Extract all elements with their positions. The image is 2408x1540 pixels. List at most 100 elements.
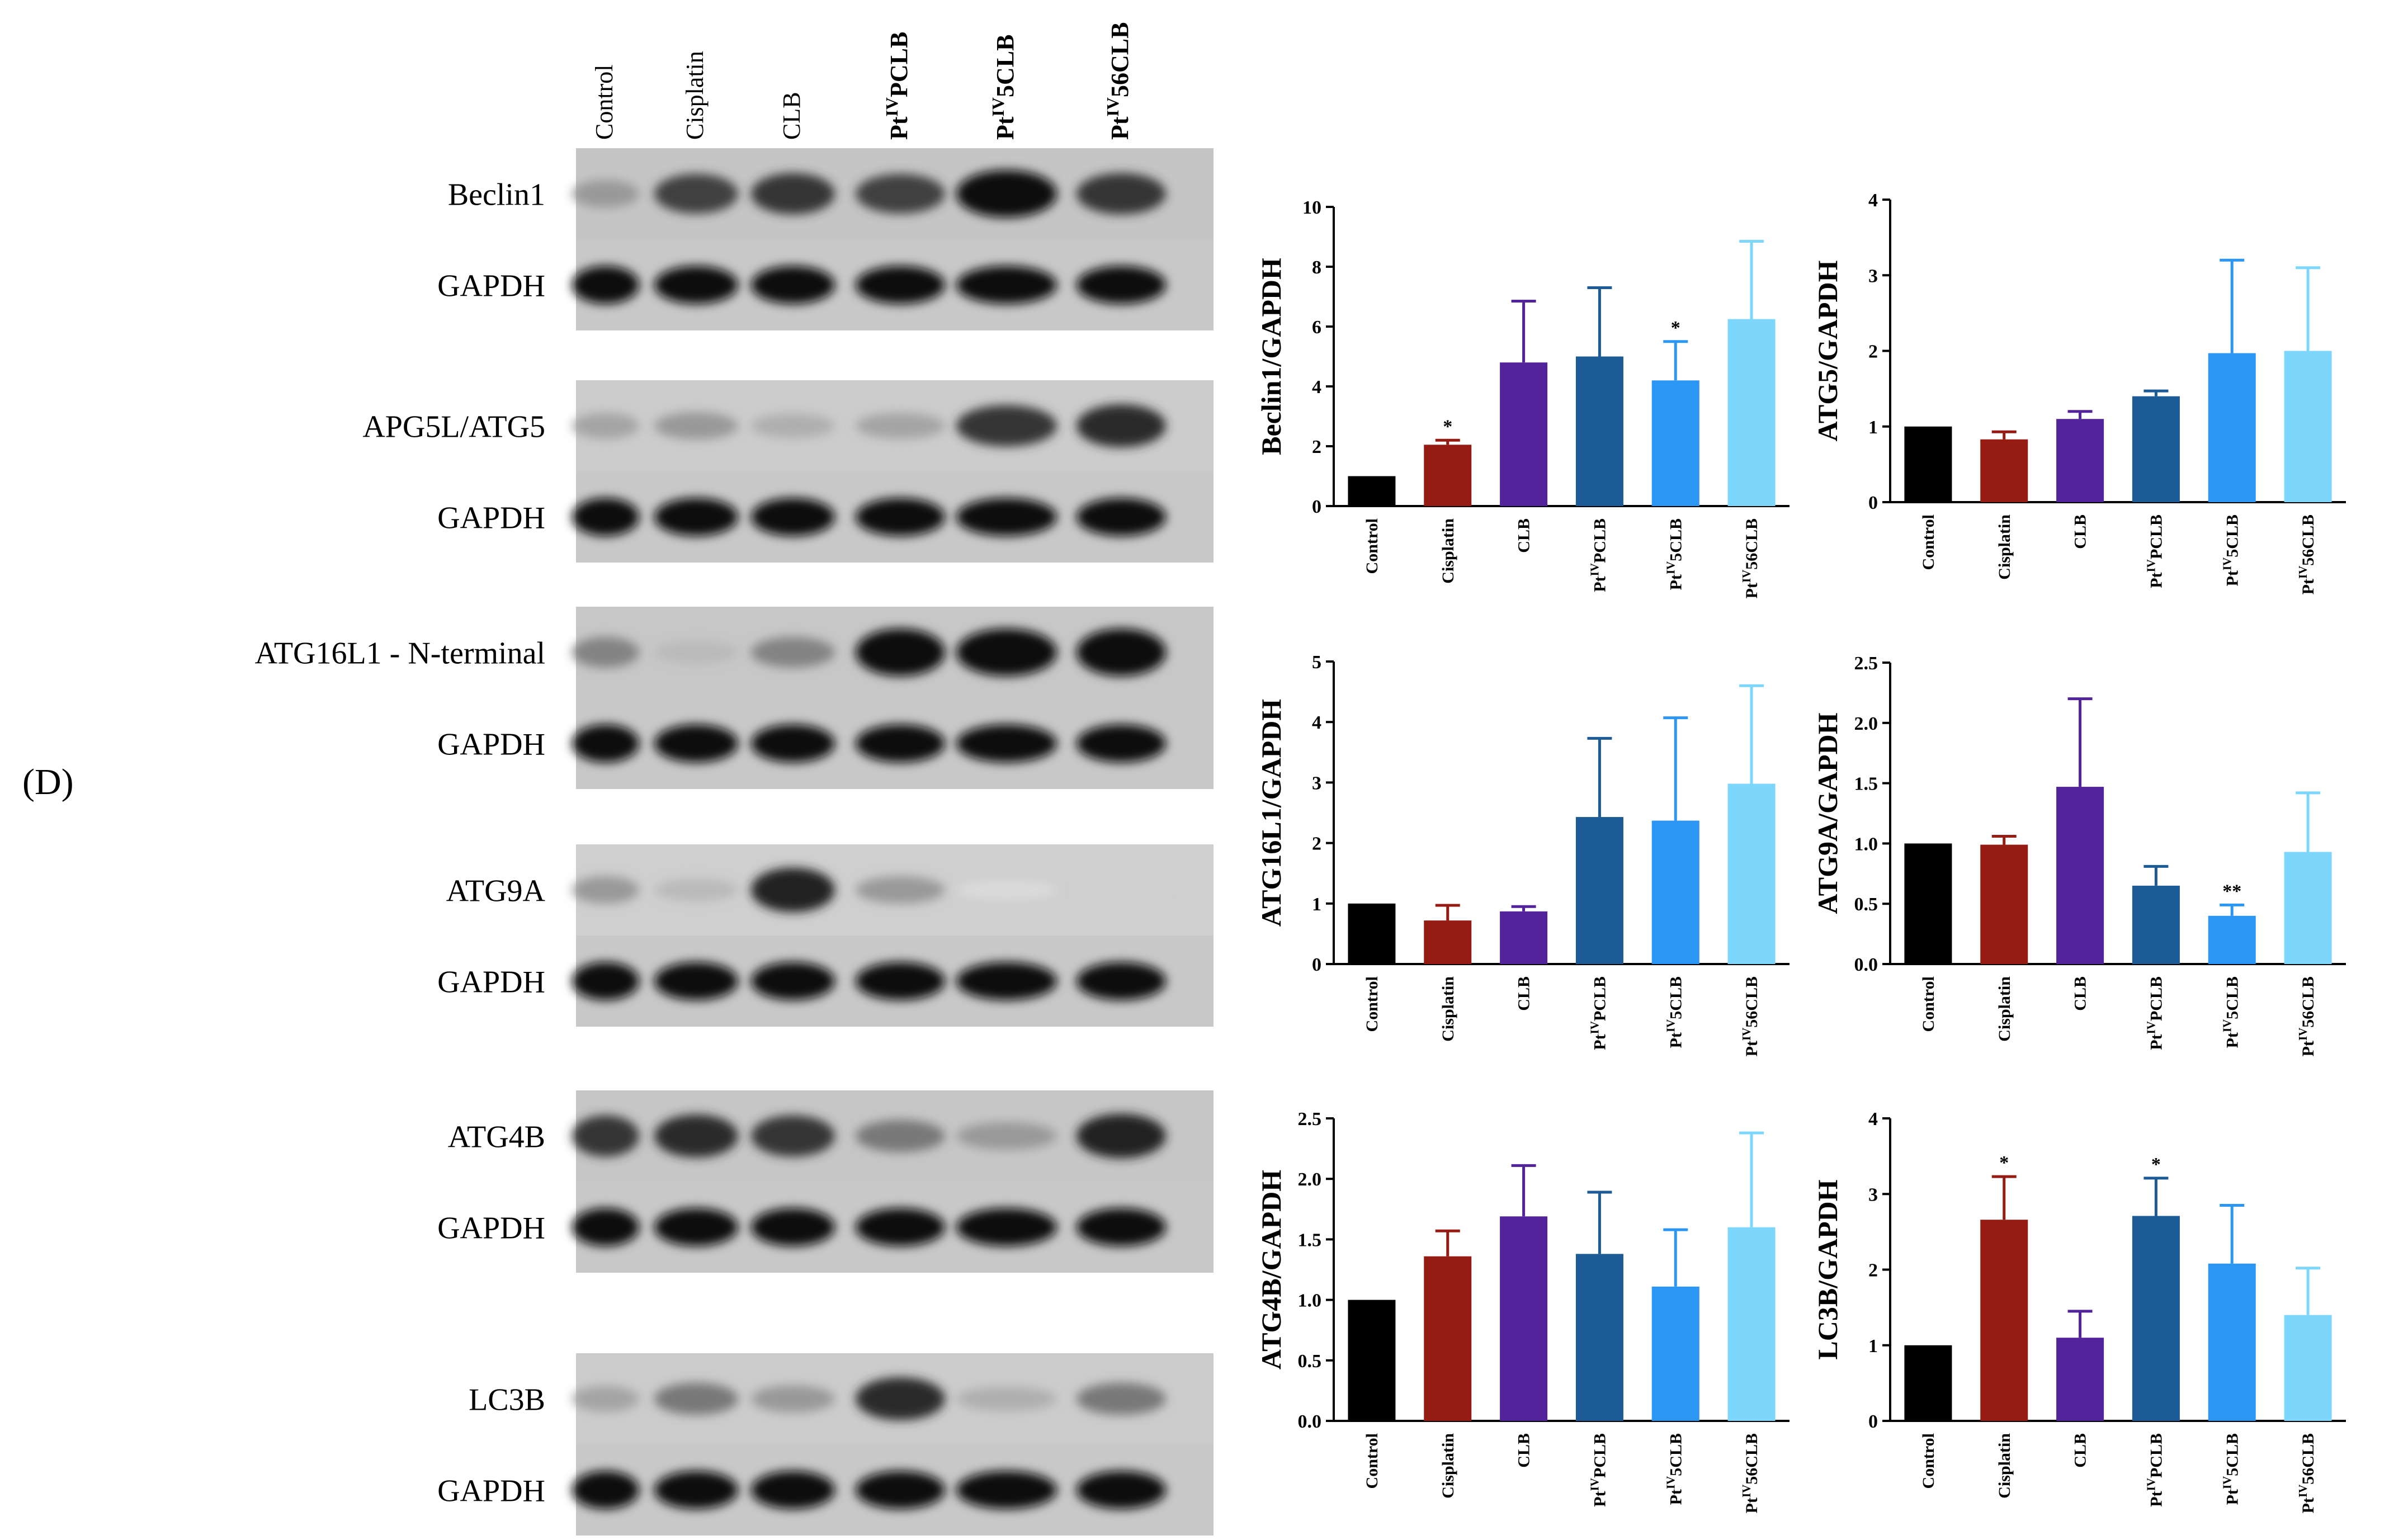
x-tick-label: PtIV56CLB: [1740, 518, 1761, 598]
chart-atg4b-gapdh: 0.0 0.5 1.0 1.5 2.0 2.5 ATG4B/GAPDH Control Cisp…: [1255, 1109, 1790, 1513]
y-tick-label: 4: [1312, 377, 1321, 398]
bar-ptiv5clb: [1651, 820, 1699, 964]
y-axis-label: ATG5/GAPDH: [1812, 260, 1843, 441]
protein-label: LC3B: [469, 1383, 545, 1418]
y-tick-label: 10: [1302, 197, 1321, 218]
protein-band: [572, 1115, 639, 1157]
x-tick-label: Cisplatin: [1439, 976, 1457, 1042]
gapdh-band: [572, 498, 639, 536]
protein-label: ATG16L1 - N-terminal: [255, 636, 545, 671]
gapdh-band: [572, 1208, 639, 1246]
gapdh-band: [751, 962, 835, 1000]
x-tick-label: CLB: [1515, 976, 1533, 1011]
bar-cisplatin: [1980, 439, 2028, 502]
gapdh-band: [751, 498, 835, 536]
chart-lc3b-gapdh: 0 1 2 3 4 LC3B/GAPDH Control * Cisplatin CLB * PtIV…: [1812, 1109, 2346, 1513]
blot-atg16l1-n-terminal: ATG16L1 - N-terminal GAPDH: [255, 607, 1214, 789]
gapdh-band: [751, 724, 835, 763]
blot-atg4b: ATG4B GAPDH: [437, 1090, 1214, 1273]
x-tick-label: CLB: [2071, 514, 2090, 549]
bar-clb: [1500, 1216, 1548, 1421]
chart-beclin1-gapdh: 0 2 4 6 8 10 Beclin1/GAPDH Control * Cisplatin CLB…: [1255, 197, 1790, 598]
bar-ptiv5clb: [1651, 380, 1699, 506]
bar-control: [1904, 843, 1952, 964]
chart-atg9a-gapdh: 0.0 0.5 1.0 1.5 2.0 2.5 ATG9A/GAPDH Control Cisp…: [1812, 653, 2346, 1056]
y-tick-label: 1: [1312, 894, 1321, 915]
y-tick-label: 5: [1312, 652, 1321, 673]
lane-label-cisplatin: Cisplatin: [681, 51, 709, 140]
bar-clb: [2056, 419, 2104, 502]
gapdh-band: [956, 266, 1057, 304]
panel-label: (D): [22, 762, 74, 802]
loading-label: GAPDH: [437, 1211, 545, 1246]
protein-band: [1076, 629, 1166, 676]
bar-cisplatin: [1424, 445, 1472, 506]
protein-label: Beclin1: [448, 178, 545, 212]
lane-label-ptiv5clb: PtIV5CLB: [988, 35, 1019, 140]
bar-ptivpclb: [2132, 1216, 2180, 1421]
bar-ptivpclb: [1575, 1254, 1623, 1421]
bar-ptiv5clb: [2208, 1263, 2256, 1421]
protein-band: [856, 1119, 945, 1152]
x-tick-label: Control: [1363, 976, 1381, 1032]
bar-cisplatin: [1424, 920, 1472, 964]
protein-label: ATG9A: [446, 874, 546, 909]
y-tick-label: 2.5: [1298, 1109, 1322, 1130]
y-tick-label: 0: [1868, 493, 1878, 513]
protein-band: [856, 1377, 945, 1420]
bar-control: [1904, 426, 1952, 502]
y-tick-label: 2: [1312, 437, 1321, 457]
bar-control: [1348, 1300, 1396, 1421]
x-tick-label: PtIVPCLB: [1588, 1433, 1609, 1507]
gapdh-band: [956, 724, 1057, 763]
bar-clb: [1500, 911, 1548, 964]
bar-ptiv56clb: [2284, 351, 2332, 502]
x-tick-label: Cisplatin: [1995, 514, 2014, 580]
gapdh-band: [751, 1471, 835, 1509]
gapdh-band: [654, 1208, 738, 1246]
y-tick-label: 1: [1868, 417, 1878, 438]
x-tick-label: Control: [1919, 976, 1938, 1032]
gapdh-band: [654, 724, 738, 763]
protein-band: [654, 641, 738, 664]
y-axis-label: ATG4B/GAPDH: [1255, 1170, 1287, 1370]
x-tick-label: PtIV5CLB: [1664, 1433, 1685, 1505]
gapdh-band: [856, 498, 945, 536]
y-tick-label: 1.0: [1298, 1291, 1322, 1311]
y-tick-label: 2.0: [1854, 714, 1878, 734]
protein-band: [751, 173, 835, 215]
significance-marker: **: [2222, 881, 2241, 901]
protein-band: [654, 1382, 738, 1415]
bar-ptivpclb: [2132, 885, 2180, 964]
gapdh-band: [1076, 1471, 1166, 1509]
y-tick-label: 1: [1868, 1336, 1878, 1357]
gapdh-band: [572, 1471, 639, 1509]
significance-marker: *: [1999, 1152, 2009, 1173]
y-tick-label: 0.5: [1854, 894, 1878, 915]
y-tick-label: 0.5: [1298, 1351, 1322, 1372]
loading-label: GAPDH: [437, 728, 545, 762]
protein-band: [956, 405, 1057, 447]
y-tick-label: 3: [1868, 1184, 1878, 1205]
bar-ptivpclb: [2132, 396, 2180, 502]
gapdh-band: [856, 266, 945, 304]
gapdh-band: [654, 498, 738, 536]
lane-label-ptiv56clb: PtIV56CLB: [1103, 22, 1134, 140]
protein-band: [572, 1386, 639, 1412]
gapdh-band: [1076, 266, 1166, 304]
protein-band: [751, 413, 835, 438]
gapdh-band: [1076, 1208, 1166, 1246]
x-tick-label: Cisplatin: [1439, 1433, 1457, 1499]
bar-cisplatin: [1980, 1220, 2028, 1421]
y-axis-label: ATG16L1/GAPDH: [1255, 699, 1287, 927]
y-tick-label: 4: [1868, 1109, 1878, 1130]
blot-atg9a: ATG9A GAPDH: [437, 844, 1214, 1027]
protein-band: [572, 413, 639, 439]
x-tick-label: CLB: [2071, 976, 2090, 1011]
significance-marker: *: [1443, 416, 1452, 437]
gapdh-band: [654, 962, 738, 1000]
lane-labels: Control Cisplatin CLB PtIVPCLB PtIV5CLB PtIV5…: [591, 22, 1134, 140]
bar-ptiv56clb: [1727, 319, 1776, 506]
x-tick-label: PtIV5CLB: [1664, 976, 1685, 1048]
